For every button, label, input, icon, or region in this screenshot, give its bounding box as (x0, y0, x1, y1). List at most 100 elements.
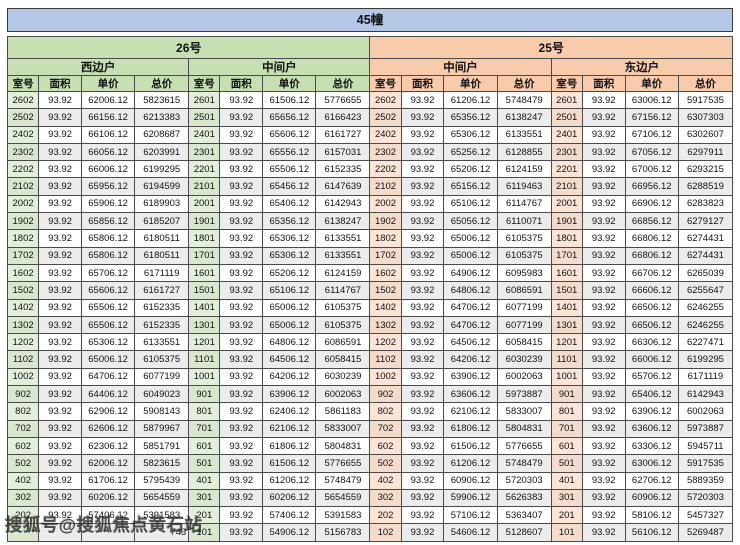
value-cell: 6246255 (677, 298, 734, 317)
room-cell: 1002 (369, 367, 402, 387)
room-cell: 2402 (6, 125, 40, 144)
value-cell: 66806.12 (624, 229, 679, 248)
value-cell: 5720303 (496, 471, 552, 490)
room-cell: 1901 (188, 212, 221, 231)
value-cell: 93.92 (400, 108, 445, 127)
value-cell: 54606.12 (443, 523, 498, 542)
column-header: 总价 (496, 75, 552, 92)
value-cell: 93.92 (400, 488, 445, 508)
room-cell: 2301 (550, 142, 583, 162)
value-cell: 62006.12 (80, 90, 136, 110)
value-cell: 5748479 (315, 471, 371, 490)
column-header: 面积 (581, 75, 626, 92)
value-cell: 5156783 (315, 523, 371, 542)
value-cell: 93.92 (219, 419, 264, 438)
value-cell: 6283823 (677, 194, 734, 214)
value-cell: 61806.12 (443, 419, 498, 438)
room-cell: 1601 (550, 263, 583, 283)
value-cell: 6302607 (677, 125, 734, 144)
room-cell: 1001 (188, 367, 221, 387)
room-cell: 2601 (188, 90, 221, 110)
value-cell: 66506.12 (624, 298, 679, 317)
building-title: 45幢 (7, 8, 733, 32)
value-cell: 93.92 (38, 488, 82, 508)
room-cell: 1501 (188, 281, 221, 300)
value-cell: 57106.12 (443, 506, 498, 525)
value-cell: 5804831 (315, 436, 371, 456)
value-cell: 61706.12 (80, 471, 136, 490)
value-cell: 6077199 (496, 315, 552, 335)
room-cell: 2102 (6, 177, 40, 196)
value-cell: 5889359 (677, 471, 734, 490)
value-cell: 67106.12 (624, 125, 679, 144)
value-cell: 66606.12 (624, 281, 679, 300)
value-cell: 93.92 (219, 246, 264, 265)
value-cell: 93.92 (38, 263, 82, 283)
value-cell: 93.92 (581, 142, 626, 162)
room-cell: 501 (188, 454, 221, 473)
value-cell: 65306.12 (262, 246, 317, 265)
room-cell: 301 (550, 488, 583, 508)
value-cell: 6142943 (315, 194, 371, 214)
value-cell: 65206.12 (443, 160, 498, 179)
value-cell: 6128855 (496, 142, 552, 162)
value-cell: 93.92 (38, 333, 82, 352)
value-cell: 5851791 (134, 436, 190, 456)
room-cell: 502 (6, 454, 40, 473)
room-cell: 1702 (369, 246, 402, 265)
room-cell: 701 (550, 419, 583, 438)
room-cell: 1401 (550, 298, 583, 317)
value-cell: 59906.12 (443, 488, 498, 508)
value-cell: 93.92 (219, 125, 264, 144)
column-header: 室号 (369, 75, 402, 92)
value-cell: 6124159 (315, 263, 371, 283)
price-table: 26号 25号 西边户 中间户 中间户 东边户 室号 面积 单价 总价 室号 面积 单价 总价 室号 面积 单价… (6, 36, 734, 542)
value-cell: 5908143 (134, 402, 190, 421)
room-cell: 102 (369, 523, 402, 542)
value-cell: 5917535 (677, 90, 734, 110)
value-cell: 62606.12 (80, 419, 136, 438)
value-cell: 63306.12 (624, 436, 679, 456)
room-cell: 2501 (550, 108, 583, 127)
value-cell: 66006.12 (624, 350, 679, 369)
value-cell: 93.92 (581, 90, 626, 110)
room-cell: 301 (188, 488, 221, 508)
value-cell: 93.92 (219, 367, 264, 387)
room-cell: 1502 (6, 281, 40, 300)
value-cell: 93.92 (400, 281, 445, 300)
value-cell: 6152335 (315, 160, 371, 179)
table-row: 1702 93.92 65806.12 6180511 1701 93.92 65306.1… (6, 246, 734, 265)
value-cell: 63906.12 (624, 402, 679, 421)
room-cell: 1801 (550, 229, 583, 248)
value-cell: 65806.12 (80, 229, 136, 248)
value-cell: 61806.12 (262, 436, 317, 456)
value-cell: 93.92 (38, 194, 82, 214)
value-cell: 61506.12 (443, 436, 498, 456)
value-cell: 5823615 (134, 90, 190, 110)
value-cell: 63906.12 (262, 385, 317, 404)
unit-header: 西边户 (6, 58, 190, 76)
table-row: 2002 93.92 65906.12 6189903 2001 93.92 65406.1… (6, 194, 734, 214)
room-cell: 2602 (6, 90, 40, 110)
room-cell: 601 (188, 436, 221, 456)
value-cell: 6133551 (496, 125, 552, 144)
room-cell: 1001 (550, 367, 583, 387)
value-cell: 57406.12 (80, 506, 136, 525)
value-cell: 67056.12 (624, 142, 679, 162)
value-cell: 66056.12 (80, 142, 136, 162)
value-cell: 93.92 (38, 229, 82, 248)
value-cell: 6002063 (496, 367, 552, 387)
value-cell: 93.92 (219, 177, 264, 196)
value-cell: 93.92 (219, 108, 264, 127)
table-body: 2602 93.92 62006.12 5823615 2601 93.92 61506.1… (6, 90, 734, 542)
value-cell: 66506.12 (624, 315, 679, 335)
room-cell: 1301 (550, 315, 583, 335)
value-cell: 93.92 (219, 194, 264, 214)
value-cell: 93.92 (581, 419, 626, 438)
value-cell: 93.92 (400, 229, 445, 248)
group-header: 26号 (6, 36, 371, 59)
value-cell: 61206.12 (443, 454, 498, 473)
value-cell: 6152335 (134, 315, 190, 335)
value-cell: 64706.12 (80, 367, 136, 387)
room-cell: 502 (369, 454, 402, 473)
